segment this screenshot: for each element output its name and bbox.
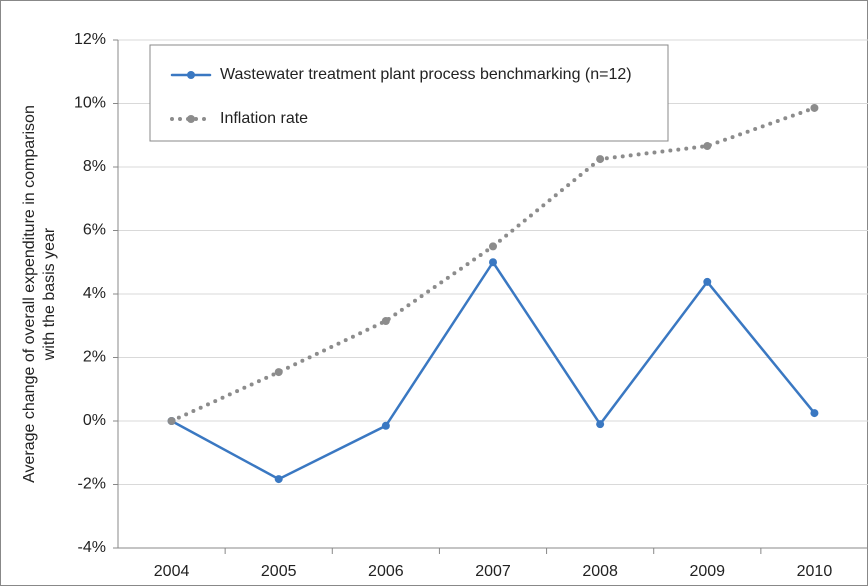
y-tick-label: 10% [74, 95, 106, 112]
legend-label: Wastewater treatment plant process bench… [220, 66, 632, 83]
x-tick-label: 2008 [582, 563, 618, 580]
point [381, 316, 390, 325]
y-tick-label: -2% [78, 476, 106, 493]
point [381, 421, 390, 430]
point [810, 409, 819, 418]
x-tick-label: 2010 [797, 563, 833, 580]
legend-marker [187, 115, 195, 123]
legend-label: Inflation rate [220, 110, 308, 127]
y-tick-label: 6% [83, 222, 106, 239]
y-tick-label: 4% [83, 285, 106, 302]
x-tick-label: 2009 [689, 563, 725, 580]
point [703, 142, 712, 151]
legend-box [149, 44, 669, 142]
y-tick-label: 8% [83, 158, 106, 175]
y-axis-label: with the basis year [41, 227, 58, 361]
point [489, 258, 497, 267]
y-tick-label: 2% [83, 349, 106, 366]
x-tick-label: 2007 [475, 563, 511, 580]
y-tick-label: -4% [78, 539, 106, 556]
point [596, 420, 605, 429]
legend-marker [187, 71, 195, 79]
point [489, 242, 497, 251]
y-tick-label: 0% [83, 412, 106, 429]
x-tick-label: 2006 [368, 563, 404, 580]
y-tick-label: 12% [74, 31, 106, 48]
point [703, 277, 712, 286]
x-tick-label: 2005 [261, 563, 297, 580]
x-tick-label: 2004 [154, 563, 190, 580]
point [810, 103, 819, 112]
point [274, 475, 283, 484]
point [596, 155, 605, 164]
y-axis-label: Average change of overall expenditure in… [21, 105, 38, 483]
point [167, 417, 176, 425]
point [274, 368, 283, 377]
